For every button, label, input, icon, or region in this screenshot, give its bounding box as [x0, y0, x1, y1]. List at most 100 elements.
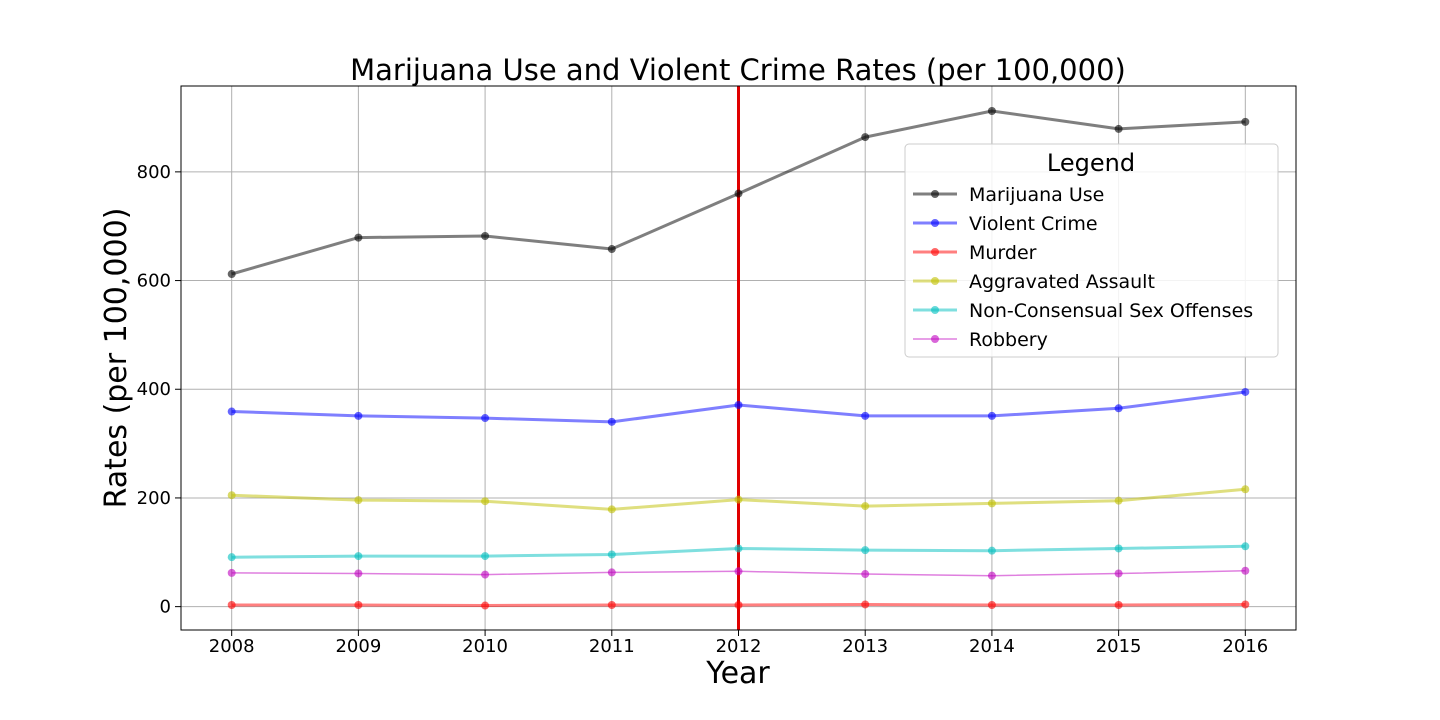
- data-point: [354, 233, 363, 242]
- series-layer: [227, 106, 1250, 610]
- data-point: [227, 601, 236, 610]
- data-point: [1114, 404, 1123, 413]
- x-tick-label: 2012: [716, 636, 762, 657]
- data-point: [1114, 569, 1123, 578]
- data-point: [1114, 124, 1123, 133]
- legend-swatch-marker: [931, 335, 939, 343]
- legend-entries: Marijuana Use Violent Crime Murder Aggravat…: [913, 184, 1253, 351]
- x-tick-label: 2009: [335, 636, 381, 657]
- series-aggravated-assault: [227, 485, 1250, 514]
- x-tick-label: 2008: [209, 636, 255, 657]
- data-point: [987, 546, 996, 555]
- data-point: [354, 411, 363, 420]
- data-point: [607, 568, 616, 577]
- data-point: [1241, 566, 1250, 575]
- data-point: [1114, 544, 1123, 553]
- data-point: [354, 496, 363, 505]
- data-point: [607, 550, 616, 559]
- x-tick-label: 2016: [1222, 636, 1268, 657]
- legend-entry: Marijuana Use: [913, 184, 1104, 206]
- data-point: [987, 499, 996, 508]
- data-point: [1114, 601, 1123, 610]
- data-point: [481, 570, 490, 579]
- legend-entry: Robbery: [913, 329, 1048, 351]
- data-point: [861, 502, 870, 511]
- data-point: [354, 601, 363, 610]
- data-point: [734, 401, 743, 410]
- data-point: [734, 189, 743, 198]
- data-point: [481, 414, 490, 423]
- x-tick-label: 2014: [969, 636, 1015, 657]
- data-point: [861, 411, 870, 420]
- y-axis: 0 200 400 600 800: [137, 162, 181, 618]
- x-tick-label: 2015: [1096, 636, 1142, 657]
- data-point: [861, 546, 870, 555]
- data-point: [861, 600, 870, 609]
- chart-title: Marijuana Use and Violent Crime Rates (p…: [350, 53, 1126, 87]
- data-point: [861, 133, 870, 142]
- data-point: [987, 571, 996, 580]
- data-point: [481, 552, 490, 561]
- legend-swatch-marker: [931, 248, 939, 256]
- legend-label: Violent Crime: [969, 213, 1098, 235]
- legend: Legend Marijuana Use Violent Crime Murder A…: [904, 143, 1279, 358]
- legend-entry: Murder: [913, 242, 1037, 264]
- data-point: [1241, 485, 1250, 494]
- series-robbery: [227, 566, 1250, 580]
- data-point: [987, 601, 996, 610]
- data-point: [607, 245, 616, 254]
- legend-label: Marijuana Use: [969, 184, 1104, 206]
- legend-entry: Violent Crime: [913, 213, 1098, 235]
- legend-label: Robbery: [969, 329, 1048, 351]
- legend-swatch-marker: [931, 190, 939, 198]
- legend-entry: Non-Consensual Sex Offenses: [913, 300, 1253, 322]
- data-point: [481, 231, 490, 240]
- data-point: [481, 497, 490, 506]
- data-point: [607, 601, 616, 610]
- y-tick-label: 600: [137, 271, 171, 292]
- legend-swatch-marker: [931, 306, 939, 314]
- data-point: [987, 106, 996, 115]
- legend-box: [904, 143, 1279, 358]
- data-point: [734, 567, 743, 576]
- x-axis: 2008 2009 2010 2011 2012 2013 2014 2015 2016: [209, 630, 1268, 657]
- series-murder: [227, 600, 1250, 610]
- data-point: [227, 407, 236, 416]
- data-point: [354, 569, 363, 578]
- x-tick-label: 2010: [462, 636, 508, 657]
- legend-swatch-marker: [931, 219, 939, 227]
- data-point: [227, 553, 236, 562]
- legend-title: Legend: [1047, 149, 1135, 177]
- data-point: [1241, 600, 1250, 609]
- y-axis-title: Rates (per 100,000): [99, 208, 134, 509]
- series-marijuana-use: [227, 106, 1250, 279]
- legend-label: Aggravated Assault: [969, 271, 1155, 293]
- data-point: [481, 601, 490, 610]
- legend-label: Murder: [969, 242, 1037, 264]
- data-point: [227, 491, 236, 500]
- data-point: [734, 601, 743, 610]
- y-tick-label: 0: [160, 597, 171, 618]
- data-point: [1241, 542, 1250, 551]
- data-point: [227, 270, 236, 279]
- data-point: [734, 495, 743, 504]
- data-point: [607, 505, 616, 514]
- y-tick-label: 400: [137, 379, 171, 400]
- x-axis-title: Year: [705, 656, 770, 691]
- data-point: [354, 552, 363, 561]
- data-point: [1241, 387, 1250, 396]
- data-point: [734, 544, 743, 553]
- data-point: [607, 417, 616, 426]
- legend-entry: Aggravated Assault: [913, 271, 1155, 293]
- data-point: [861, 570, 870, 579]
- y-tick-label: 200: [137, 488, 171, 509]
- data-point: [987, 411, 996, 420]
- data-point: [1114, 496, 1123, 505]
- series-non-consensual-sex-offenses: [227, 542, 1250, 562]
- data-point: [227, 568, 236, 577]
- legend-swatch-marker: [931, 277, 939, 285]
- x-tick-label: 2013: [842, 636, 888, 657]
- data-point: [1241, 117, 1250, 126]
- x-tick-label: 2011: [589, 636, 635, 657]
